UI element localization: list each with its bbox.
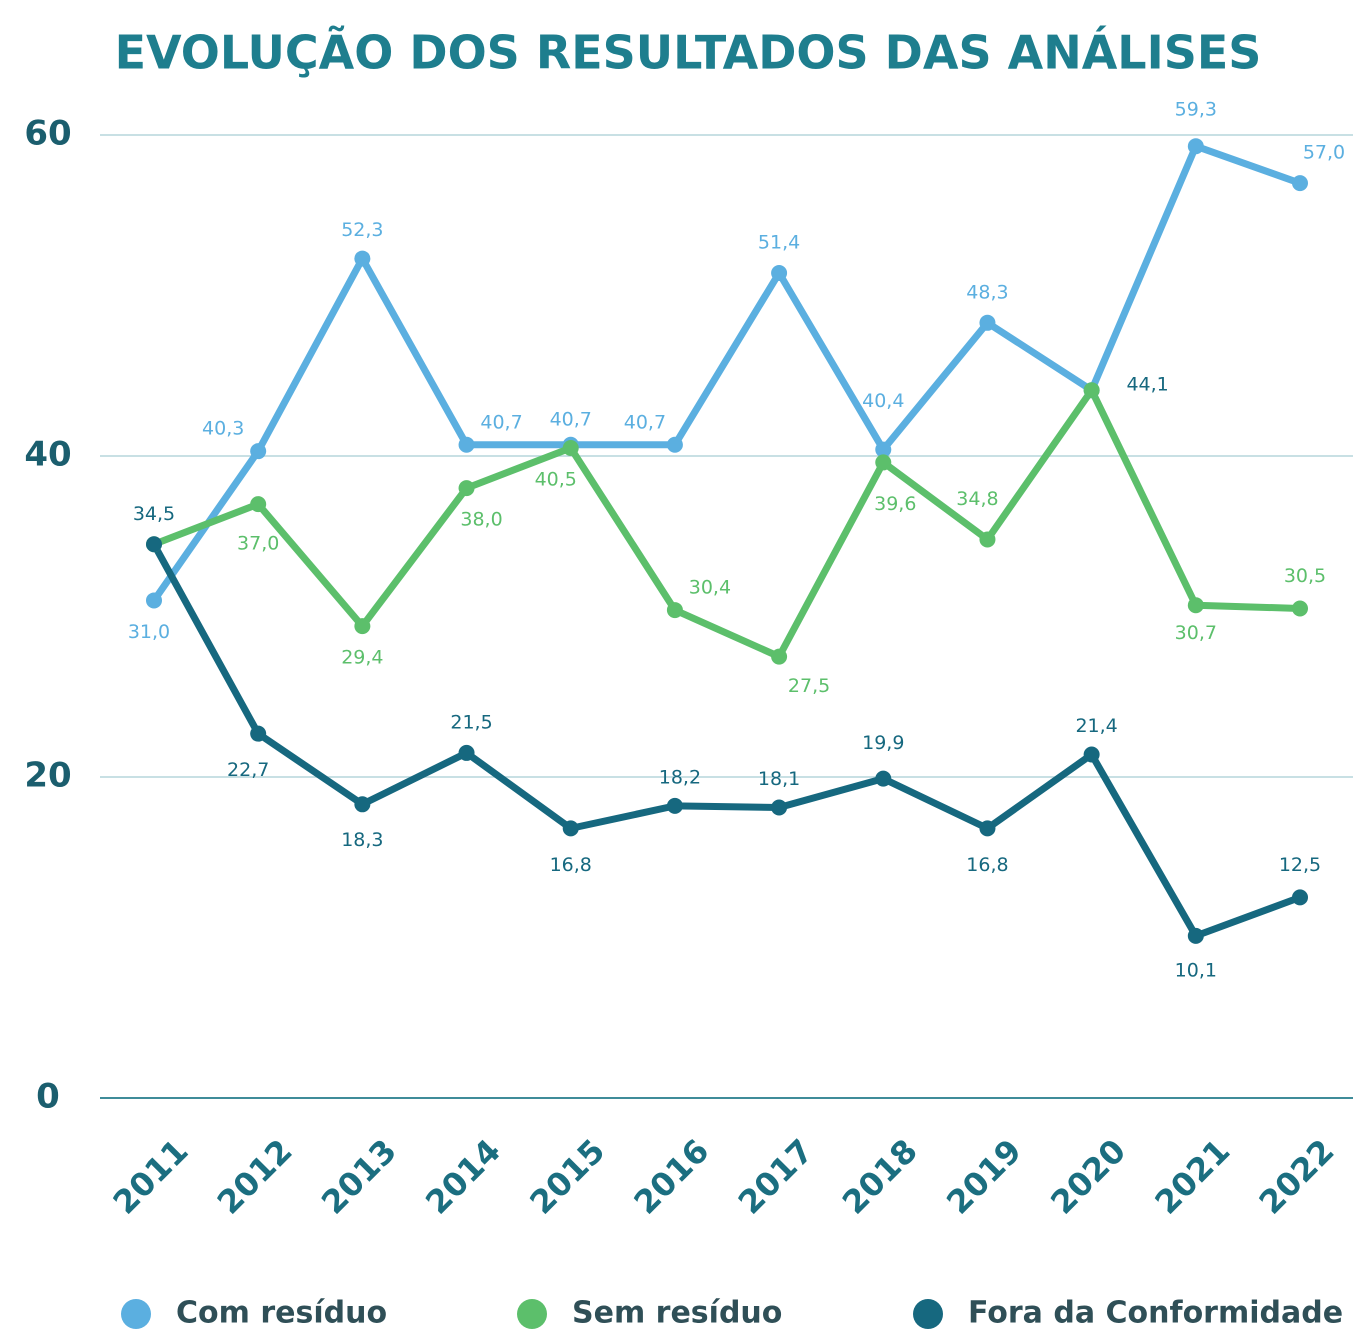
data-point — [771, 648, 788, 665]
series-line — [150, 540, 1304, 940]
data-point — [666, 436, 683, 453]
data-point — [666, 602, 683, 619]
data-label: 57,0 — [1303, 142, 1345, 164]
data-label: 30,7 — [1175, 622, 1217, 644]
x-tick-label: 2017 — [731, 1132, 821, 1222]
legend-label: Com resíduo — [176, 1296, 387, 1331]
data-label: 59,3 — [1175, 99, 1217, 121]
x-tick-label: 2019 — [939, 1132, 1029, 1222]
y-tick-label: 40 — [24, 435, 71, 475]
data-point — [1187, 138, 1204, 155]
data-point — [979, 820, 996, 837]
data-label: 51,4 — [758, 232, 800, 254]
data-point — [250, 496, 267, 513]
data-label: 40,3 — [202, 418, 244, 440]
data-label: 18,3 — [341, 829, 383, 851]
data-point — [875, 441, 892, 458]
data-label: 40,7 — [480, 411, 522, 433]
data-point — [146, 536, 162, 553]
data-label: 52,3 — [341, 219, 383, 241]
legend-item: Fora da Conformidade — [913, 1296, 1343, 1331]
data-point — [771, 799, 788, 816]
data-label: 37,0 — [237, 533, 279, 555]
data-point — [1187, 927, 1204, 944]
data-point — [354, 250, 371, 267]
data-point — [1083, 746, 1100, 763]
data-point — [875, 770, 892, 787]
data-label: 18,2 — [659, 766, 701, 788]
data-point — [458, 744, 475, 761]
x-tick-label: 2018 — [835, 1132, 925, 1222]
legend-label: Fora da Conformidade — [968, 1296, 1343, 1331]
data-point — [562, 439, 579, 456]
data-point — [875, 454, 892, 471]
data-point — [666, 797, 683, 814]
data-label: 30,5 — [1284, 565, 1326, 587]
legend-swatch — [517, 1299, 547, 1329]
data-label: 29,4 — [341, 647, 383, 669]
data-point — [458, 480, 475, 497]
x-tick-label: 2015 — [522, 1132, 612, 1222]
chart-title: EVOLUÇÃO DOS RESULTADOS DAS ANÁLISES — [115, 25, 1262, 80]
data-point — [1292, 175, 1308, 192]
data-label: 34,8 — [956, 488, 998, 510]
data-label: 30,4 — [689, 577, 731, 599]
series-line — [150, 142, 1304, 604]
x-tick-label: 2021 — [1147, 1132, 1237, 1222]
data-label: 44,1 — [1126, 374, 1168, 396]
data-label: 21,5 — [450, 711, 492, 733]
data-point — [771, 265, 788, 282]
data-label: 40,7 — [550, 408, 592, 430]
data-label: 10,1 — [1175, 959, 1217, 981]
legend-swatch — [913, 1299, 943, 1329]
data-point — [1083, 382, 1100, 399]
data-point — [562, 820, 579, 837]
data-point — [250, 725, 267, 742]
x-tick-label: 2012 — [210, 1132, 300, 1222]
data-label: 12,5 — [1279, 854, 1321, 876]
y-tick-label: 0 — [36, 1077, 60, 1117]
legend-item: Com resíduo — [121, 1296, 387, 1331]
y-tick-label: 20 — [24, 756, 71, 796]
data-point — [1292, 889, 1308, 906]
x-tick-label: 2013 — [314, 1132, 404, 1222]
data-point — [250, 443, 267, 460]
legend-label: Sem resíduo — [572, 1296, 782, 1331]
data-point — [354, 796, 371, 813]
data-label: 22,7 — [227, 759, 269, 781]
x-tick-label: 2011 — [106, 1132, 196, 1222]
series-line — [150, 386, 1304, 661]
data-label: 21,4 — [1075, 715, 1117, 737]
data-label: 31,0 — [128, 621, 170, 643]
data-point — [146, 592, 162, 609]
data-point — [1292, 600, 1308, 617]
data-point — [979, 314, 996, 331]
data-point — [354, 618, 371, 635]
data-label: 40,7 — [624, 411, 666, 433]
data-label: 39,6 — [874, 493, 916, 515]
data-label: 34,5 — [133, 503, 175, 525]
data-point — [1187, 597, 1204, 614]
x-tick-label: 2016 — [627, 1132, 717, 1222]
x-tick-label: 2022 — [1252, 1132, 1342, 1222]
data-label: 18,1 — [758, 768, 800, 790]
data-label: 27,5 — [788, 675, 830, 697]
legend-swatch — [121, 1299, 151, 1329]
data-point — [979, 531, 996, 548]
data-label: 38,0 — [460, 509, 502, 531]
legend-item: Sem resíduo — [517, 1296, 782, 1331]
data-point — [458, 436, 475, 453]
x-tick-label: 2020 — [1043, 1132, 1133, 1222]
data-label: 40,4 — [862, 390, 904, 412]
data-label: 16,8 — [966, 854, 1008, 876]
y-tick-label: 60 — [24, 114, 71, 154]
data-label: 19,9 — [862, 732, 904, 754]
data-label: 40,5 — [535, 468, 577, 490]
data-label: 48,3 — [966, 281, 1008, 303]
x-tick-label: 2014 — [418, 1132, 508, 1222]
data-label: 16,8 — [550, 854, 592, 876]
